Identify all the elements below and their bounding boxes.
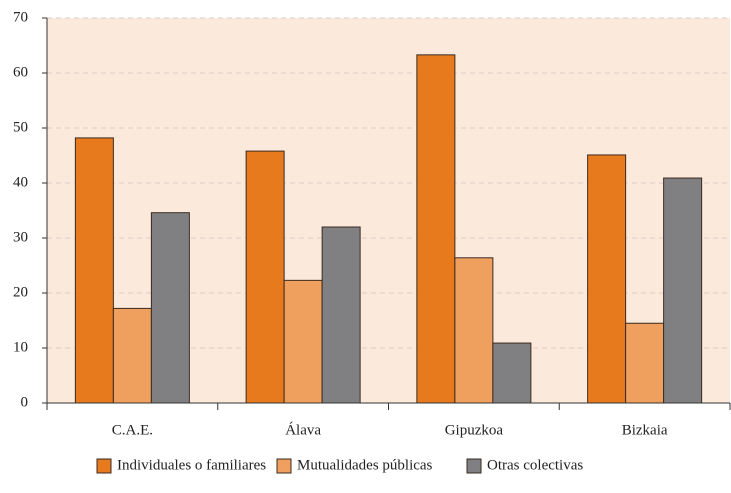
bar [587, 154, 627, 404]
x-tick-label: C.A.E. [112, 422, 153, 438]
bar [663, 177, 703, 404]
y-tick-label: 60 [13, 64, 28, 80]
bar [321, 226, 361, 404]
y-tick-label: 70 [13, 9, 28, 25]
y-tick-label: 40 [13, 174, 28, 190]
bar [112, 307, 152, 404]
y-tick-label: 10 [13, 339, 28, 355]
bar [283, 279, 323, 404]
bar [492, 342, 532, 404]
y-tick-label: 30 [13, 229, 28, 245]
bar [150, 212, 190, 404]
legend-swatch [466, 458, 482, 474]
x-tick-label: Gipuzkoa [445, 422, 504, 438]
legend-label: Otras colectivas [487, 457, 583, 473]
legend-label: Individuales o familiares [117, 457, 266, 473]
bar [74, 137, 114, 404]
x-tick-label: Bizkaia [622, 422, 668, 438]
y-tick-label: 20 [13, 284, 28, 300]
legend-swatch [96, 458, 112, 474]
bar [416, 54, 456, 404]
x-tick-label: Álava [285, 421, 321, 438]
y-tick-label: 0 [21, 394, 29, 410]
bar [454, 257, 494, 404]
bar [245, 150, 285, 404]
y-tick-label: 50 [13, 119, 28, 135]
bar [625, 322, 665, 404]
legend-swatch [276, 458, 292, 474]
legend-label: Mutualidades públicas [297, 457, 433, 473]
